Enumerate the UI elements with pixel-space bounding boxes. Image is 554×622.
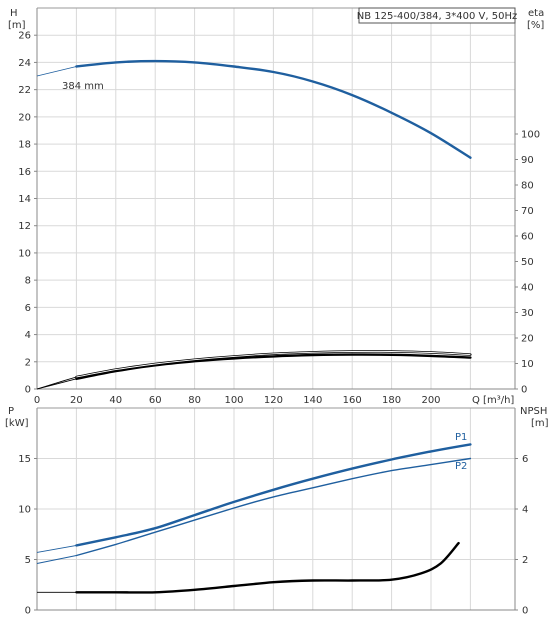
q-tick-label: 100 <box>224 395 243 406</box>
q-tick-label: 140 <box>303 395 322 406</box>
eta-tick-label: 10 <box>521 359 534 370</box>
eta-tick-label: 20 <box>521 334 534 345</box>
efficiency-curve-1-inner-line <box>76 350 471 378</box>
q-tick-label: 120 <box>264 395 283 406</box>
impeller-diameter-label: 384 mm <box>62 81 104 92</box>
eta-tick-label: 0 <box>521 385 527 396</box>
eta-tick-label: 60 <box>521 232 534 243</box>
h-tick-label: 2 <box>25 357 31 368</box>
q-tick-label: 180 <box>382 395 401 406</box>
h-tick-label: 24 <box>18 58 31 69</box>
npsh-tick-label: 4 <box>522 505 528 516</box>
eta-tick-label: 80 <box>521 181 534 192</box>
npsh-tick-label: 2 <box>522 555 528 566</box>
h-tick-label: 0 <box>25 385 31 396</box>
npsh-tick-label: 0 <box>522 606 528 617</box>
h-tick-label: 4 <box>25 330 31 341</box>
npsh-axis-label: NPSH <box>520 406 547 417</box>
q-tick-label: 20 <box>70 395 83 406</box>
chart-title: NB 125-400/384, 3*400 V, 50Hz <box>357 11 517 22</box>
h-tick-label: 18 <box>18 140 31 151</box>
npsh-axis-unit: [m] <box>531 418 549 429</box>
p-tick-label: 5 <box>25 555 31 566</box>
q-tick-label: 160 <box>343 395 362 406</box>
title-box <box>358 7 516 24</box>
p2-power-curve-extension-line <box>36 555 77 564</box>
p1-series-label: P1 <box>455 432 467 443</box>
label-layer: 0246810121416182022242601020304050607080… <box>18 31 540 617</box>
p-tick-label: 0 <box>25 606 31 617</box>
q-tick-label: 80 <box>188 395 201 406</box>
efficiency-curve-2-extension-line <box>36 378 77 390</box>
eta-tick-label: 40 <box>521 283 534 294</box>
p-axis-unit: [kW] <box>5 418 29 429</box>
q-tick-label: 40 <box>109 395 122 406</box>
head-curve-extension-line <box>36 66 77 77</box>
h-tick-label: 12 <box>18 221 31 232</box>
h-tick-label: 14 <box>18 194 31 205</box>
h-tick-label: 8 <box>25 276 31 287</box>
grid-layer <box>37 8 515 610</box>
h-tick-label: 16 <box>18 167 31 178</box>
npsh-tick-label: 6 <box>522 454 528 465</box>
h-tick-label: 20 <box>18 112 31 123</box>
p-tick-label: 10 <box>18 505 31 516</box>
efficiency-curve-2-line <box>75 353 472 380</box>
q-axis-label: Q [m³/h] <box>472 395 514 406</box>
p2-series-label: P2 <box>455 461 467 472</box>
eta-tick-label: 70 <box>521 206 534 217</box>
h-axis-label: H <box>10 8 18 19</box>
q-tick-label: 0 <box>34 395 40 406</box>
head-curve-line <box>75 59 472 159</box>
eta-tick-label: 50 <box>521 257 534 268</box>
q-tick-label: 200 <box>421 395 440 406</box>
p-axis-label: P <box>8 406 14 417</box>
h-tick-label: 22 <box>18 85 31 96</box>
npsh-curve-line <box>75 541 460 594</box>
p1-power-curve-extension-line <box>36 544 77 553</box>
h-tick-label: 10 <box>18 248 31 259</box>
h-tick-label: 6 <box>25 303 31 314</box>
eta-tick-label: 30 <box>521 308 534 319</box>
eta-axis-unit: [%] <box>527 20 544 31</box>
p2-power-curve-line <box>75 457 472 557</box>
h-tick-label: 26 <box>18 31 31 42</box>
eta-tick-label: 90 <box>521 155 534 166</box>
q-tick-label: 60 <box>149 395 162 406</box>
p1-power-curve-line <box>75 443 472 547</box>
p-tick-label: 15 <box>18 454 31 465</box>
eta-axis-label: eta <box>528 8 544 19</box>
series-layer <box>36 59 472 594</box>
h-axis-unit: [m] <box>8 20 26 31</box>
eta-tick-label: 100 <box>521 130 540 141</box>
